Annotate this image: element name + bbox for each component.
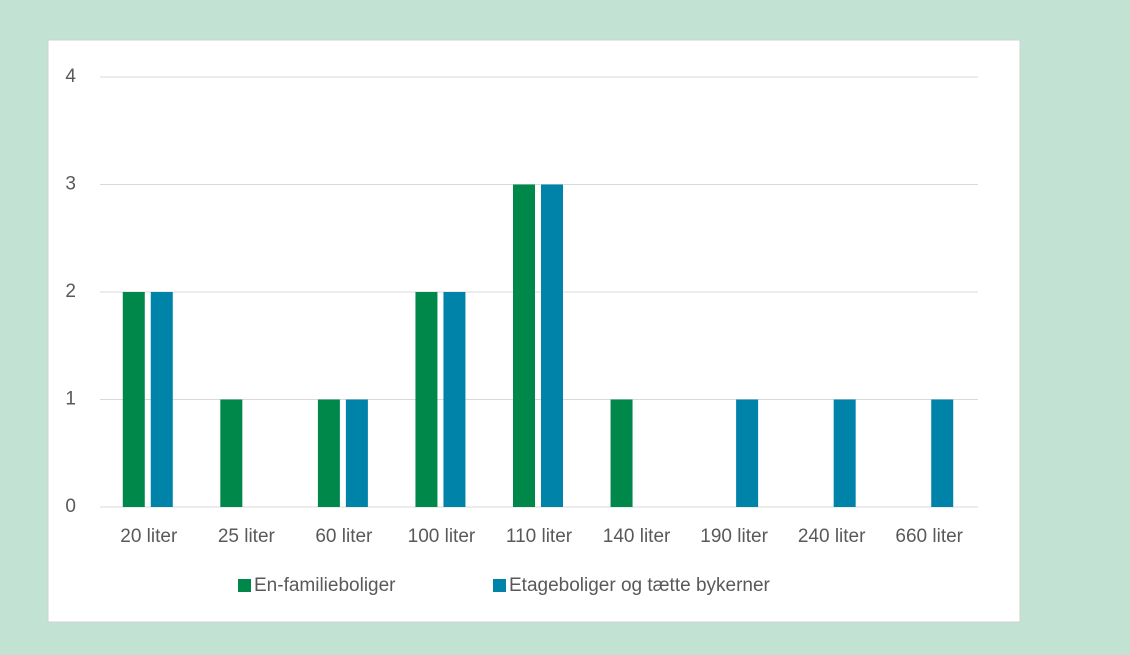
bar: [833, 399, 856, 507]
bar: [220, 399, 243, 507]
x-tick-label: 140 liter: [603, 526, 671, 547]
legend-label: En-familieboliger: [254, 575, 396, 596]
y-tick-label: 4: [65, 66, 76, 87]
y-tick-label: 2: [65, 281, 76, 302]
y-tick-label: 0: [65, 496, 76, 517]
legend-swatch: [238, 579, 251, 592]
x-tick-label: 60 liter: [315, 526, 373, 547]
x-tick-label: 25 liter: [218, 526, 276, 547]
bar: [443, 292, 466, 507]
bar: [610, 399, 633, 507]
legend-swatch: [493, 579, 506, 592]
bar: [736, 399, 759, 507]
x-tick-label: 660 liter: [895, 526, 963, 547]
bar: [317, 399, 340, 507]
bar: [150, 292, 173, 507]
legend-label: Etageboliger og tætte bykerner: [509, 575, 771, 596]
bar: [415, 292, 438, 507]
y-tick-label: 1: [65, 389, 76, 410]
bar: [345, 399, 368, 507]
bar: [541, 184, 563, 507]
y-tick-label: 3: [65, 174, 76, 195]
x-tick-label: 20 liter: [120, 526, 178, 547]
bar: [513, 184, 535, 507]
bar: [122, 292, 145, 507]
x-tick-label: 110 liter: [506, 526, 573, 547]
x-tick-label: 100 liter: [408, 526, 476, 547]
x-tick-label: 240 liter: [798, 526, 866, 547]
bar: [931, 399, 954, 507]
x-tick-label: 190 liter: [700, 526, 768, 547]
